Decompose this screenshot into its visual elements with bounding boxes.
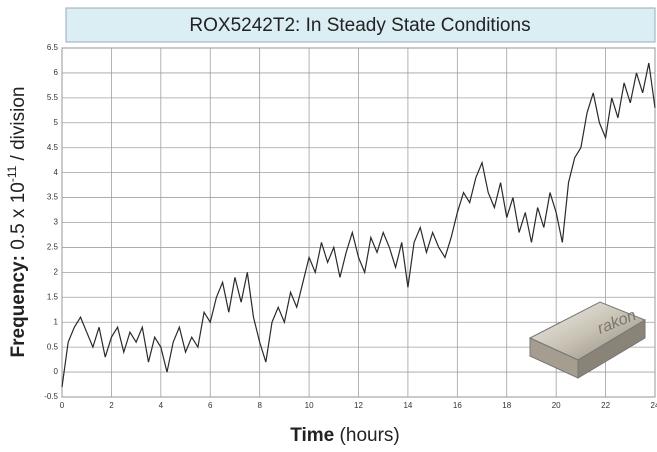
x-label-text: (hours) bbox=[340, 425, 400, 446]
y-tick-label: 2.5 bbox=[47, 243, 59, 252]
y-label-bold: Frequency: bbox=[8, 255, 29, 357]
y-tick-label: 5 bbox=[54, 118, 59, 127]
x-tick-label: 14 bbox=[403, 401, 412, 410]
y-label-text: 0.5 x 10 bbox=[8, 182, 29, 250]
y-tick-label: 6 bbox=[54, 68, 59, 77]
y-tick-label: 0.5 bbox=[47, 342, 59, 351]
logo-front bbox=[577, 319, 646, 379]
y-tick-label: 3 bbox=[54, 218, 59, 227]
y-tick-label: 2 bbox=[54, 267, 59, 276]
y-tick-label: 3.5 bbox=[47, 193, 59, 202]
data-line bbox=[61, 62, 656, 388]
x-tick-label: 2 bbox=[109, 401, 114, 410]
y-tick-label: 5.5 bbox=[47, 93, 59, 102]
x-tick-label: 8 bbox=[257, 401, 262, 410]
x-tick-label: 10 bbox=[305, 401, 314, 410]
y-tick-label: -0.5 bbox=[44, 392, 58, 401]
y-tick-label: 4 bbox=[54, 168, 59, 177]
y-tick-label: 1 bbox=[54, 317, 59, 326]
y-axis-label: Frequency: 0.5 x 10-11 / division bbox=[0, 87, 29, 358]
y-label-sup: -11 bbox=[5, 165, 19, 182]
y-tick-label: 0 bbox=[54, 367, 59, 376]
x-tick-label: 16 bbox=[453, 401, 462, 410]
x-tick-label: 4 bbox=[159, 401, 164, 410]
x-tick-label: 22 bbox=[601, 401, 610, 410]
x-tick-label: 20 bbox=[552, 401, 561, 410]
title-box bbox=[65, 7, 656, 43]
x-tick-label: 6 bbox=[208, 401, 213, 410]
x-label-bold: Time bbox=[290, 425, 334, 446]
x-tick-label: 18 bbox=[502, 401, 511, 410]
y-tick-label: 6.5 bbox=[47, 43, 59, 52]
x-tick-label: 0 bbox=[60, 401, 65, 410]
x-tick-label: 24 bbox=[651, 401, 657, 410]
x-tick-label: 12 bbox=[354, 401, 363, 410]
y-label-end: / division bbox=[8, 87, 29, 161]
logo: rakon bbox=[528, 301, 647, 379]
x-axis-label: Time (hours) bbox=[290, 425, 399, 446]
y-tick-label: 4.5 bbox=[47, 143, 59, 152]
y-tick-label: 1.5 bbox=[47, 292, 59, 301]
chart-title: ROX5242T2: In Steady State Conditions bbox=[189, 15, 530, 36]
